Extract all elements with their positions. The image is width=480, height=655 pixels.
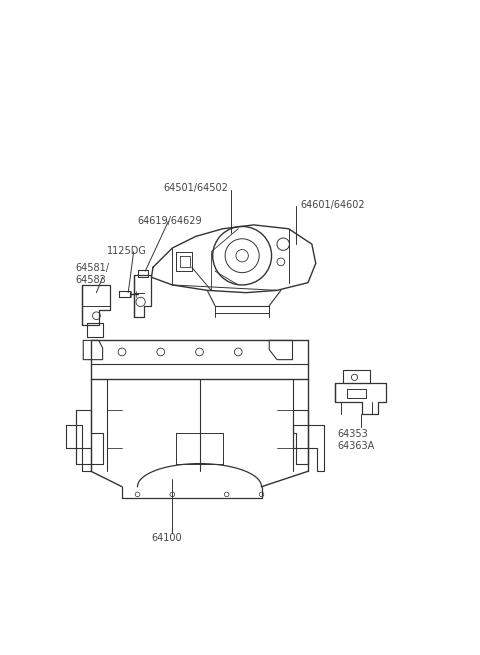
Text: 64100: 64100 — [152, 533, 182, 543]
Text: 64501/64502: 64501/64502 — [163, 183, 228, 193]
Text: 1125DG: 1125DG — [107, 246, 146, 257]
Text: 64581/
64583: 64581/ 64583 — [75, 263, 109, 285]
Text: 64601/64602: 64601/64602 — [300, 200, 365, 210]
Text: 64619/64629: 64619/64629 — [137, 215, 202, 226]
Text: 64353
64363A: 64353 64363A — [337, 429, 375, 451]
